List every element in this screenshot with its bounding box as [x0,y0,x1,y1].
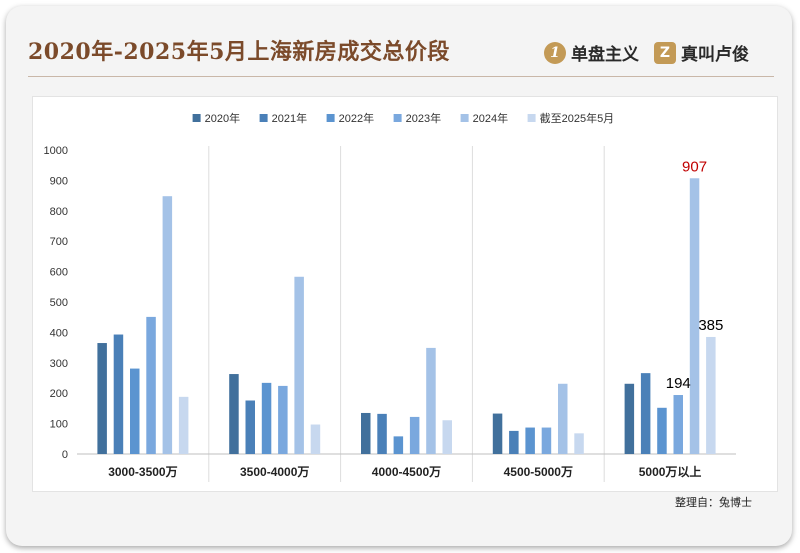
data-label: 907 [682,158,707,175]
legend-swatch [326,114,335,122]
y-tick-label: 400 [50,327,68,339]
bar [310,424,321,454]
bar [706,336,716,454]
source-note: 整理自：兔博士 [675,496,752,509]
bar [541,427,552,454]
bar [393,436,404,454]
legend-label: 2021年 [272,111,307,125]
bar [130,368,140,454]
bar [377,413,387,454]
legend-label: 2023年 [406,111,441,125]
bar [558,383,568,454]
bar [261,382,272,454]
bar [146,316,156,454]
chart-panel: 0 100 200 300 400 500 600 700 800 900 1000 194 907 38… [32,96,778,492]
bar [229,374,239,454]
bar [442,420,452,454]
y-tick-label: 600 [50,267,68,279]
bar [361,412,371,454]
legend-swatch [192,114,201,122]
legend-swatch [259,114,268,122]
bar [278,385,288,454]
bar [657,407,667,454]
y-tick-label: 0 [62,449,68,461]
legend-swatch [393,114,402,122]
brand-name: 单盘主义 [571,45,639,65]
bar [574,433,584,454]
bar [509,430,519,454]
data-label: 385 [698,317,723,334]
legend-swatch [527,114,536,122]
legend-label: 截至2025年5月 [540,111,615,125]
bar [409,416,420,454]
x-tick-label: 4000-4500万 [372,465,441,479]
brand-z-icon: Z [654,41,676,64]
bar [492,413,503,454]
bar-chart: 0 100 200 300 400 500 600 700 800 900 1000 194 907 38… [44,111,736,482]
x-tick-label: 3000-3500万 [108,465,177,479]
bar [162,196,173,454]
x-tick-label: 5000万以上 [639,464,702,479]
bar [525,427,535,454]
bar [97,343,107,454]
title-divider [28,76,774,77]
x-tick-label: 3500-4000万 [240,465,309,479]
legend-swatch [460,114,469,122]
bar [178,396,189,454]
bar [294,276,304,454]
header: 2020年-2025年5月上海新房成交总价段 1 单盘主义 Z 真叫卢俊 [6,6,792,78]
bar [426,347,436,454]
brand-logo-danpanzhuyi: 1 单盘主义 [544,40,639,65]
y-tick-label: 1000 [44,145,68,157]
legend-label: 2020年 [205,111,240,125]
y-tick-label: 100 [50,419,68,431]
bar [640,373,651,454]
y-tick-label: 300 [50,358,68,370]
bar [245,400,255,454]
y-tick-label: 200 [50,388,68,400]
bar [624,383,635,454]
y-tick-label: 800 [50,206,68,218]
brand-badge-icon: 1 [544,41,566,64]
bar [673,395,683,454]
brand-name: 真叫卢俊 [681,45,749,65]
y-tick-label: 900 [50,175,68,187]
brand-logo-zhenjiaolujun: Z 真叫卢俊 [654,40,749,65]
x-tick-label: 4500-5000万 [504,465,573,479]
legend-label: 2022年 [339,111,374,125]
y-tick-label: 500 [50,297,68,309]
legend-label: 2024年 [473,111,508,125]
bar [689,178,700,454]
y-tick-label: 700 [50,236,68,248]
bar [113,334,124,454]
card-frame: 2020年-2025年5月上海新房成交总价段 1 单盘主义 Z 真叫卢俊 0 10… [6,6,792,546]
data-label: 194 [666,375,691,392]
page-title: 2020年-2025年5月上海新房成交总价段 [28,39,450,65]
